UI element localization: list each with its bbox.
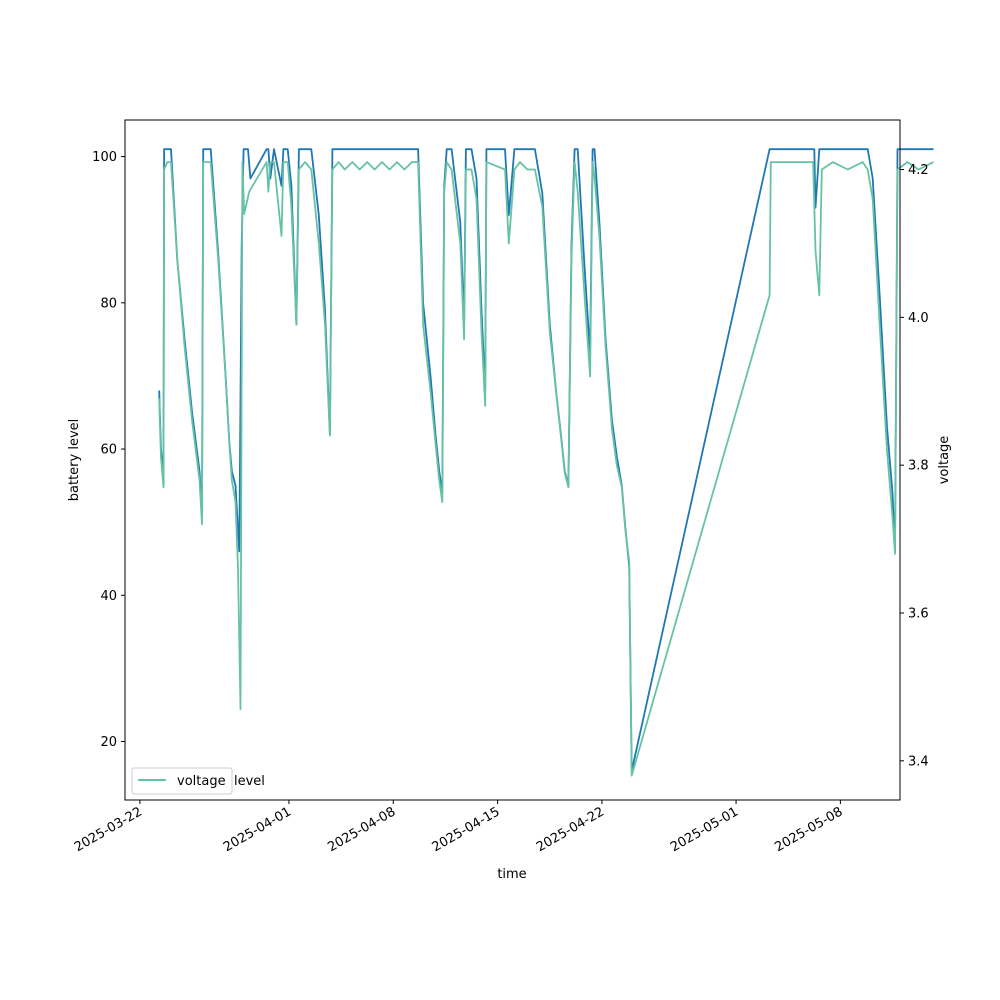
y-left-tick-label: 100 [92, 150, 117, 165]
y-right-tick-label: 3.4 [908, 754, 929, 769]
legend: voltage level [131, 767, 265, 795]
plot-frame [124, 119, 901, 801]
y-left-tick-label: 20 [100, 735, 117, 750]
y-left-tick-label: 80 [100, 296, 117, 311]
y-right-tick-label: 3.8 [908, 459, 929, 474]
x-axis-title: time [497, 867, 526, 882]
y-right-tick-label: 4.2 [908, 163, 929, 178]
legend-voltage-label: voltage [177, 774, 226, 789]
series-layer [158, 148, 934, 777]
y-left-tick-label: 60 [100, 443, 117, 458]
legend-level-label: level [234, 774, 265, 789]
y-right-tick-label: 3.6 [908, 607, 929, 622]
y-right-tick-label: 4.0 [908, 311, 929, 326]
y-left-axis-title: battery level [67, 419, 82, 502]
y-right-axis-title: voltage [937, 436, 952, 485]
y-left-tick-label: 40 [100, 589, 117, 604]
legend-box [131, 767, 233, 795]
series-line-voltage [158, 161, 934, 777]
